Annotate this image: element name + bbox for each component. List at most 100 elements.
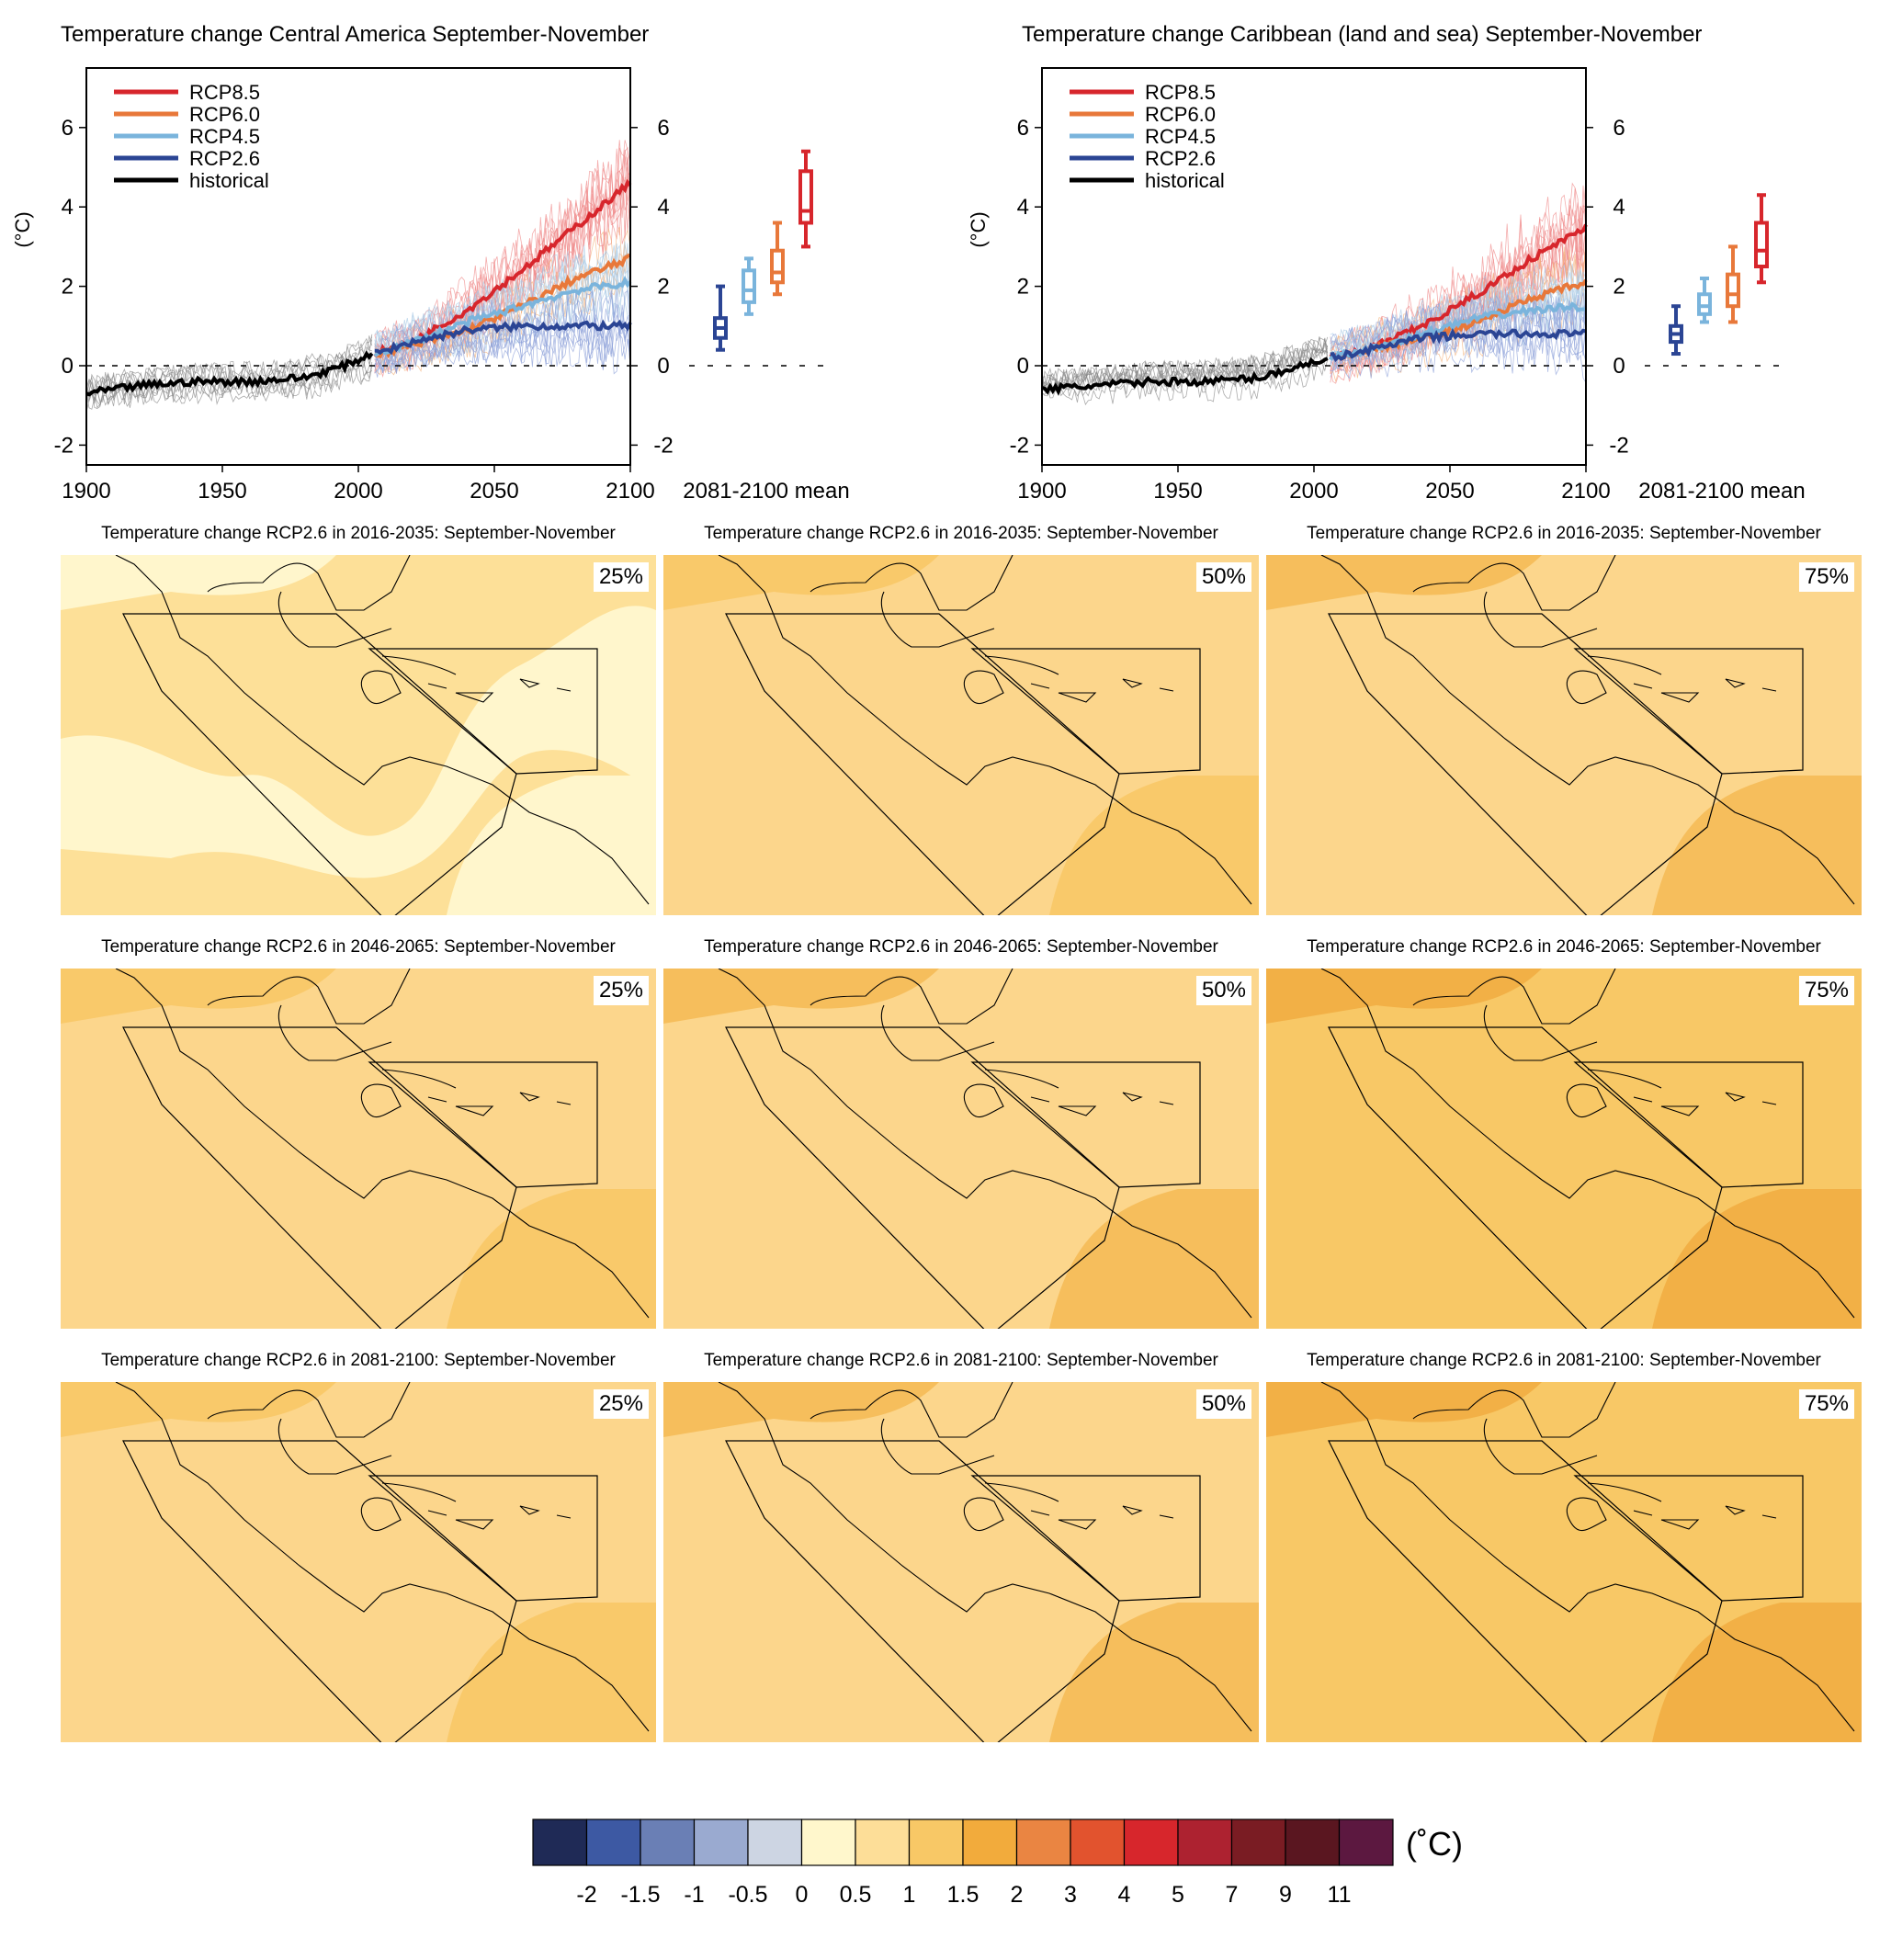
region-boundary-central-america xyxy=(1328,1440,1723,1742)
temperature-map-panel: 25% xyxy=(61,969,656,1329)
colorbar-tick-label: -1 xyxy=(684,1882,704,1908)
map-canvas xyxy=(663,969,1259,1329)
island-outline xyxy=(1633,683,1653,689)
legend-label: RCP6.0 xyxy=(1145,103,1216,126)
map-title: Temperature change RCP2.6 in 2016-2035: … xyxy=(1307,524,1821,543)
ensemble-member-line xyxy=(374,320,631,371)
island-outline xyxy=(1058,1105,1097,1116)
temperature-patch xyxy=(1652,1603,1862,1742)
temperature-patch xyxy=(447,1189,656,1329)
colorbar-swatch xyxy=(532,1818,588,1866)
x-tick-label: 2100 xyxy=(606,479,654,504)
region-boundary-caribbean xyxy=(970,648,1201,775)
island-outline xyxy=(1587,1482,1662,1502)
y-tick-label-right: -2 xyxy=(1609,433,1628,458)
boxplot-rcp60 xyxy=(1726,244,1740,324)
island-outline xyxy=(1058,692,1097,703)
island-outline xyxy=(1725,1505,1746,1515)
x-tick-label: 1950 xyxy=(198,479,246,504)
map-canvas xyxy=(663,555,1259,915)
coastline xyxy=(1320,969,1855,1319)
island-outline xyxy=(1633,1510,1653,1516)
colorbar-tick-label: 0 xyxy=(796,1882,809,1908)
temperature-patch xyxy=(61,1382,336,1437)
island-outline xyxy=(519,1505,540,1515)
island-outline xyxy=(381,1482,457,1502)
temperature-map-panel: 75% xyxy=(1266,1382,1862,1742)
region-boundary-caribbean xyxy=(970,1061,1201,1188)
ensemble-member-line xyxy=(374,146,631,358)
temperature-patch xyxy=(61,555,336,610)
island-outline xyxy=(427,1096,447,1103)
chart-title-central-america: Temperature change Central America Septe… xyxy=(61,22,650,47)
y-tick-label-right: -2 xyxy=(653,433,673,458)
island-outline xyxy=(455,1519,494,1530)
coastline xyxy=(963,1497,1004,1531)
region-boundary-central-america xyxy=(725,1026,1120,1329)
island-outline xyxy=(1030,1096,1050,1103)
coastline xyxy=(207,1382,411,1475)
temperature-patch xyxy=(1266,555,1542,610)
y-tick-label-right: 4 xyxy=(657,195,669,220)
coastline xyxy=(810,1382,1013,1475)
y-tick-label: 2 xyxy=(62,275,74,300)
ensemble-member-line xyxy=(374,320,631,378)
island-outline xyxy=(381,1069,457,1089)
percentile-label: 75% xyxy=(1798,562,1854,592)
coastline xyxy=(718,969,1252,1319)
boxplot-label: 2081-2100 mean xyxy=(1638,479,1805,504)
coastline xyxy=(1320,1382,1855,1732)
y-tick-label: 6 xyxy=(1017,116,1029,141)
legend-label: RCP4.5 xyxy=(1145,125,1216,148)
region-boundary-caribbean xyxy=(368,1475,598,1602)
colorbar: -2 -1.5 -1 -0.5 0 0.5 1 1.5 2 3 4 5 7 9 11 (˚C) xyxy=(532,1818,1463,1908)
coastline xyxy=(1566,670,1607,704)
x-tick-label: 2100 xyxy=(1561,479,1610,504)
map-canvas xyxy=(61,555,656,915)
temperature-patch xyxy=(1049,1603,1259,1742)
map-title: Temperature change RCP2.6 in 2081-2100: … xyxy=(1307,1351,1821,1370)
boxplot-box xyxy=(1697,292,1712,316)
percentile-label: 50% xyxy=(1195,1389,1251,1419)
coastline xyxy=(1566,1083,1607,1117)
coastline xyxy=(1412,969,1616,1061)
map-canvas xyxy=(61,1382,656,1742)
y-tick-label-right: 4 xyxy=(1613,195,1625,220)
temperature-patch xyxy=(1049,776,1259,915)
temperature-patch xyxy=(61,969,336,1024)
region-boundary-central-america xyxy=(122,1440,517,1742)
region-boundary-caribbean xyxy=(970,1475,1201,1602)
legend-label: RCP4.5 xyxy=(189,125,260,148)
legend-label: RCP2.6 xyxy=(1145,147,1216,170)
region-boundary-central-america xyxy=(725,613,1120,915)
map-title: Temperature change RCP2.6 in 2016-2035: … xyxy=(704,524,1218,543)
colorbar-unit-label: (˚C) xyxy=(1406,1825,1463,1863)
region-boundary-caribbean xyxy=(368,1061,598,1188)
temperature-map-panel: 75% xyxy=(1266,555,1862,915)
coastline xyxy=(810,969,1013,1061)
coastline xyxy=(718,1382,1252,1732)
ensemble-member-line xyxy=(374,310,631,368)
colorbar-swatch xyxy=(747,1818,803,1866)
time-series-chart-central-america: -2 -2 0 0 2 2 4 4 6 6 1900 1950 2000 2050 2100 (°C) RCP8… xyxy=(11,67,850,504)
island-outline xyxy=(427,683,447,689)
island-outline xyxy=(1633,1096,1653,1103)
boxplot-rcp26 xyxy=(1669,304,1683,357)
y-tick-label: -2 xyxy=(1010,433,1029,458)
coastline xyxy=(963,1083,1004,1117)
ensemble-member-line xyxy=(85,337,373,397)
colorbar-tick-label: -1.5 xyxy=(620,1882,660,1908)
island-outline xyxy=(1122,1505,1143,1515)
island-outline xyxy=(556,1101,572,1105)
map-title: Temperature change RCP2.6 in 2046-2065: … xyxy=(1307,937,1821,957)
legend-label: RCP2.6 xyxy=(189,147,260,170)
y-tick-label-right: 2 xyxy=(657,275,669,300)
colorbar-swatch xyxy=(800,1818,856,1866)
coastline xyxy=(207,969,411,1061)
colorbar-tick-label: 2 xyxy=(1011,1882,1024,1908)
colorbar-tick-label: 5 xyxy=(1172,1882,1184,1908)
temperature-patch xyxy=(1049,1189,1259,1329)
colorbar-tick-label: 11 xyxy=(1328,1882,1352,1908)
percentile-label: 25% xyxy=(593,976,649,1005)
colorbar-swatch xyxy=(585,1818,641,1866)
